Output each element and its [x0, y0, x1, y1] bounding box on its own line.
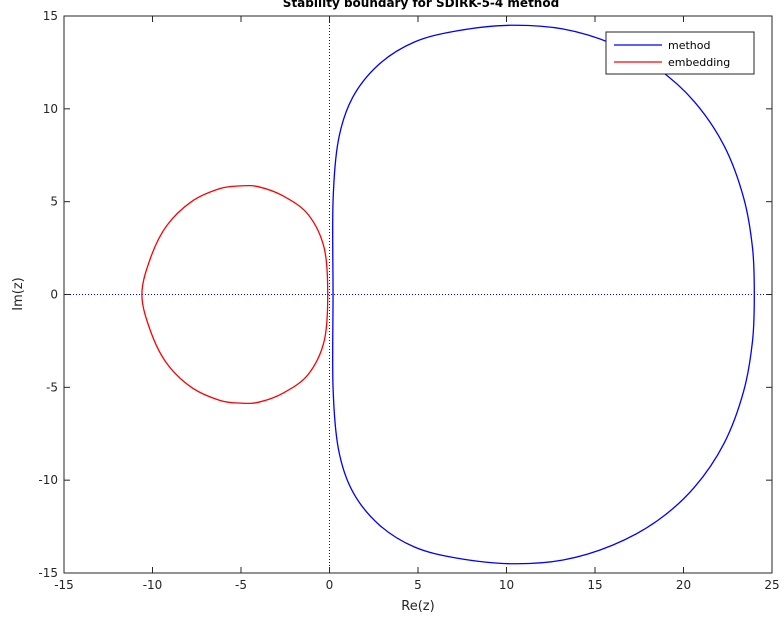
- x-tick-label: 5: [414, 578, 422, 592]
- x-tick-label: -15: [54, 578, 74, 592]
- y-tick-label: -5: [46, 380, 58, 394]
- y-tick-label: -10: [38, 473, 58, 487]
- x-tick-label: 20: [676, 578, 691, 592]
- series-line-embedding: [141, 184, 329, 405]
- plot-area: -15 -10 -5 0 5 10 15 20 25 -15 -10 -5 0 5 10 15: [38, 9, 779, 592]
- x-tick-label: 25: [764, 578, 779, 592]
- y-axis-label: Im(z): [11, 277, 26, 310]
- y-tick-label: 0: [50, 288, 58, 302]
- legend-label-embedding: embedding: [668, 56, 730, 69]
- y-tick-label: 15: [43, 9, 58, 23]
- x-tick-label: -5: [235, 578, 247, 592]
- x-tick-label: 0: [326, 578, 334, 592]
- ticks-layer: -15 -10 -5 0 5 10 15 20 25 -15 -10 -5 0 5 10 15: [38, 9, 779, 592]
- series-layer: [141, 24, 755, 565]
- y-tick-label: 5: [50, 195, 58, 209]
- legend: method embedding: [605, 31, 755, 75]
- y-tick-label: 10: [43, 102, 58, 116]
- reference-lines: [64, 16, 772, 573]
- legend-box: [605, 31, 755, 75]
- x-tick-label: -10: [143, 578, 163, 592]
- legend-label-method: method: [668, 39, 710, 52]
- x-axis-label: Re(z): [401, 599, 434, 614]
- x-tick-label: 10: [499, 578, 514, 592]
- series-line-method: [332, 24, 755, 565]
- chart-title: Stability boundary for SDIRK-5-4 method: [283, 0, 559, 10]
- y-tick-label: -15: [38, 566, 58, 580]
- x-tick-label: 15: [587, 578, 602, 592]
